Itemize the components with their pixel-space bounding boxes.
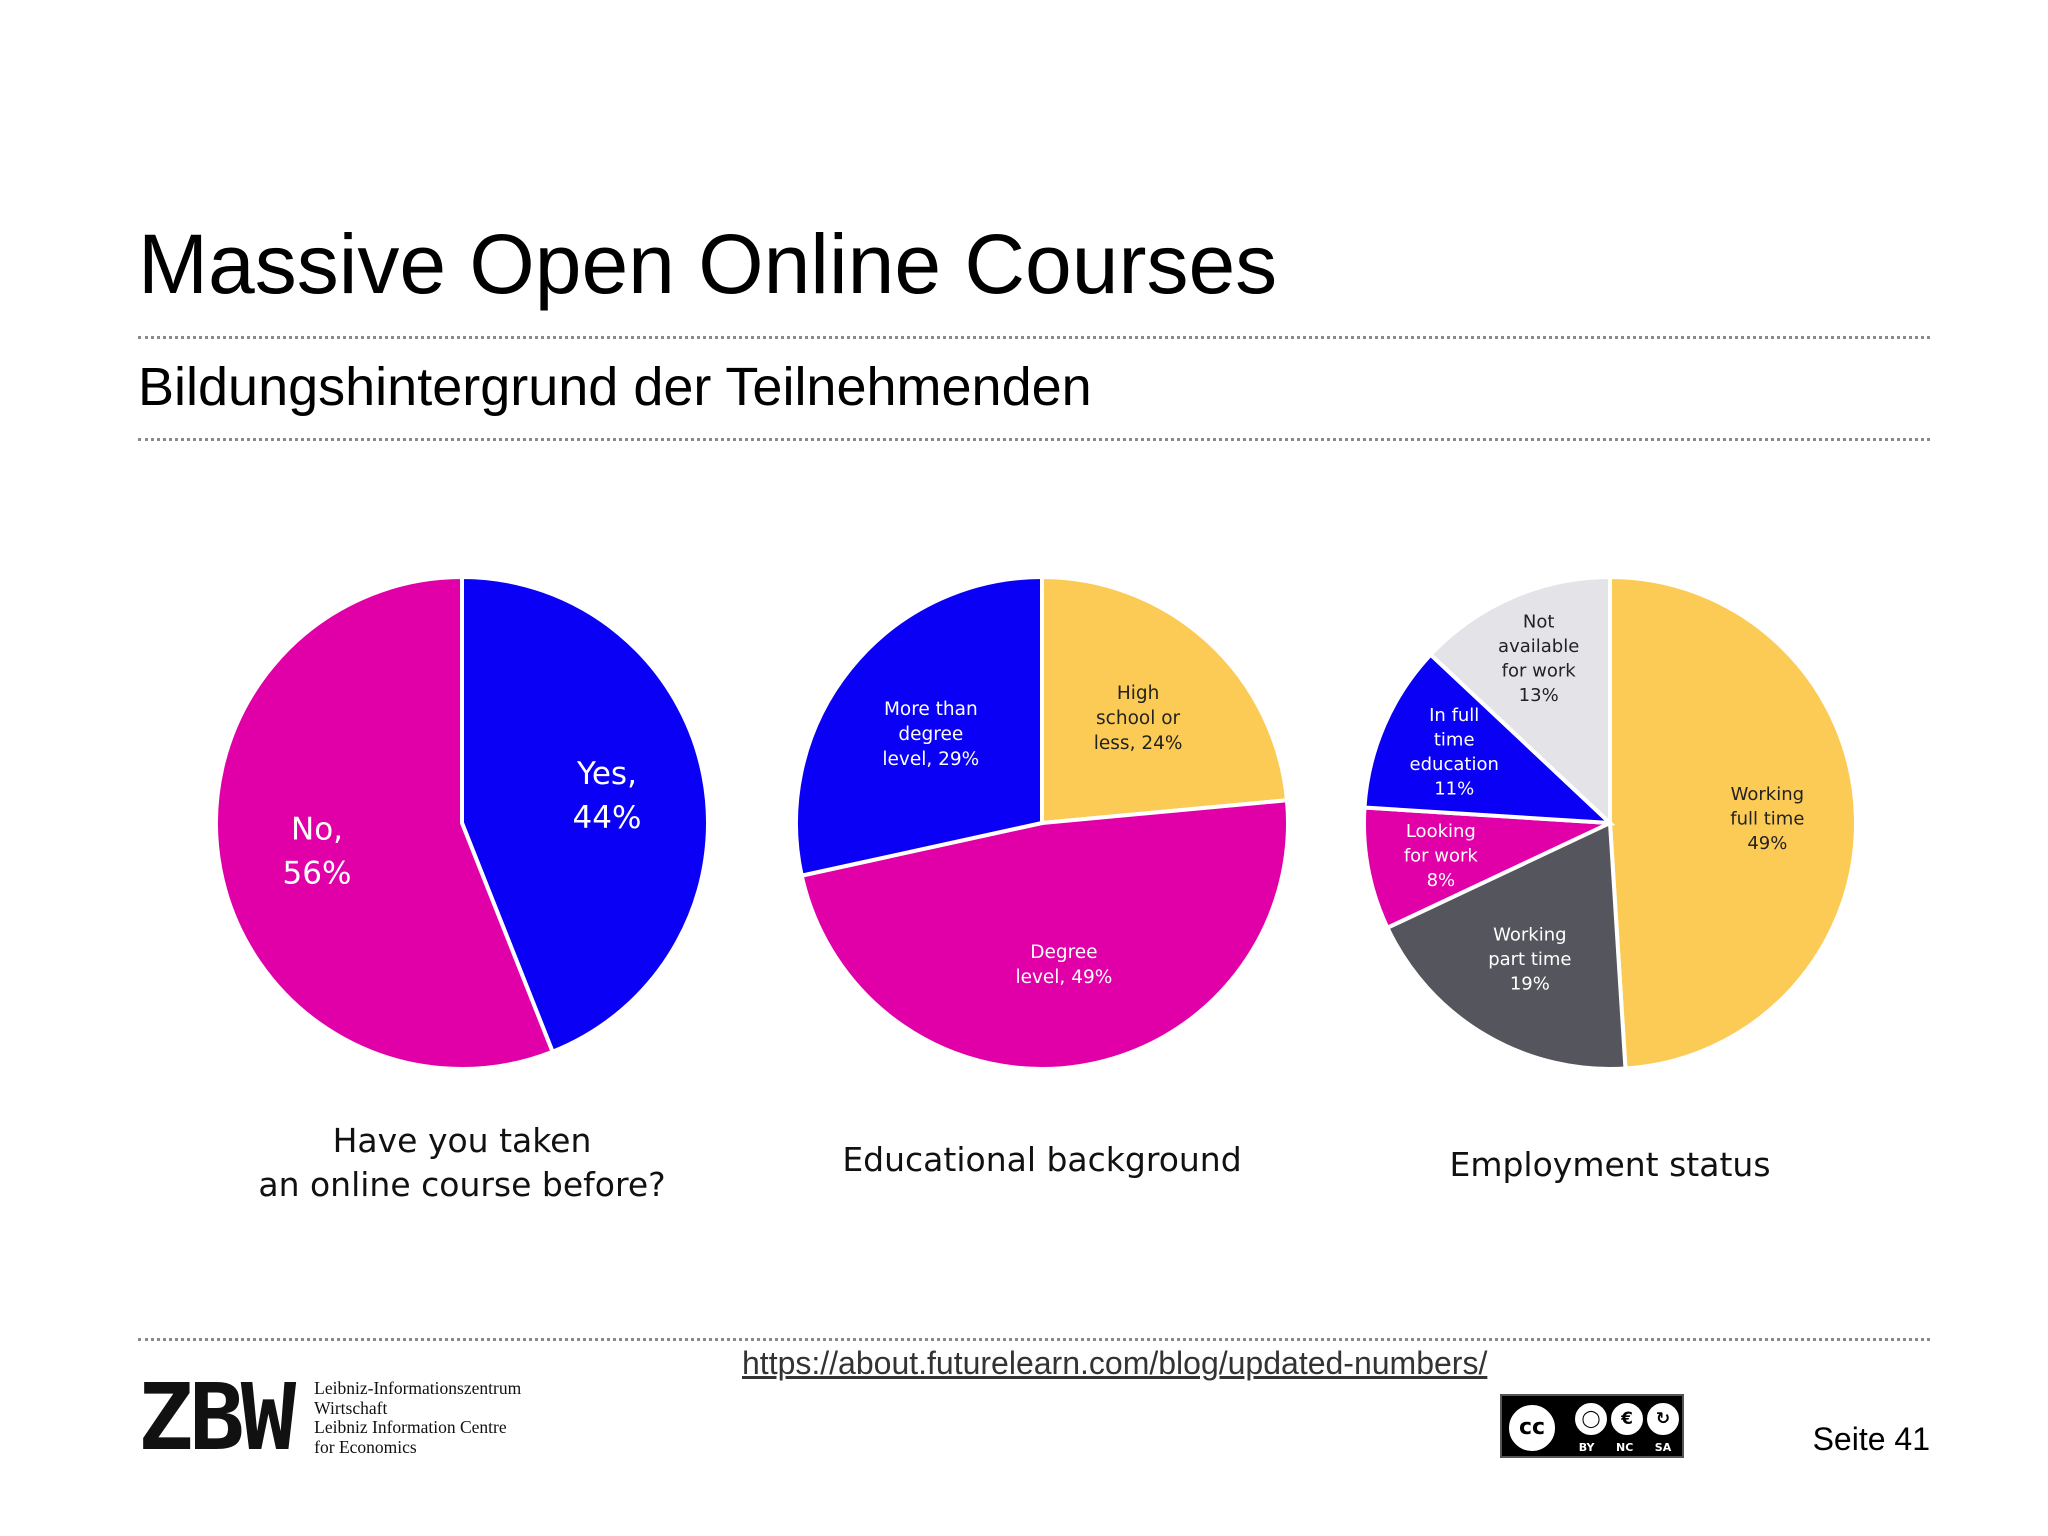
pie-slice: [213, 574, 556, 1071]
pie-slice-label-line: No,: [291, 812, 343, 848]
pie-slice: [1362, 805, 1611, 931]
slide-title: Massive Open Online Courses: [138, 217, 1278, 311]
chart-caption: Employment status: [1449, 1145, 1770, 1184]
logo-line: Wirtschaft: [314, 1397, 388, 1418]
pie-chart-3: Working full time 49% Working part time 19% Lo…: [1362, 574, 1858, 1184]
pie-slice-label-line: 11%: [1434, 779, 1474, 800]
pie-slice-label: Degree level, 49%: [1015, 942, 1112, 988]
pie-slice: [460, 574, 710, 1055]
pie-slice-label-line: time: [1434, 730, 1475, 751]
logo-line: Leibniz-Informationszentrum: [314, 1378, 522, 1398]
pie-slice-label-line: school or: [1096, 708, 1181, 729]
pie-slice-label: More than degree level, 29%: [882, 699, 979, 770]
pie-chart-1: Yes, 44% No, 56% Have you taken an online cou…: [213, 574, 710, 1204]
pie-slice-label: In full time education 11%: [1410, 705, 1499, 800]
pie-slice-label-line: level, 49%: [1015, 967, 1112, 988]
pie-slice-label-line: for work: [1502, 661, 1577, 682]
chart-caption: Have you taken an online course before?: [258, 1121, 665, 1204]
pie-slice-label-line: Degree: [1030, 942, 1097, 963]
sharealike-icon: ↻: [1644, 1400, 1682, 1438]
pie-slice-label-line: for work: [1404, 846, 1479, 867]
pie-slice-label: Working full time 49%: [1730, 784, 1804, 854]
zbw-logo-mark: ZBW: [138, 1364, 296, 1471]
pie-slice: [799, 798, 1290, 1071]
pie-slice-label-line: Looking: [1406, 821, 1476, 842]
pie-slice-label-line: More than: [884, 699, 978, 720]
logo-line: Leibniz Information Centre: [314, 1417, 507, 1437]
pie-slice-label-line: 13%: [1519, 685, 1559, 706]
license-tag: NC: [1616, 1441, 1634, 1454]
noncommercial-icon: €: [1608, 1400, 1646, 1438]
pie-slice: [1427, 574, 1612, 828]
pie-slice-label-line: In full: [1429, 705, 1479, 726]
zbw-logo: ZBW Leibniz-Informationszentrum Wirtscha…: [138, 1364, 522, 1471]
chart-caption-line: Have you taken: [333, 1121, 592, 1160]
pie-slice-label: Yes, 44%: [573, 756, 642, 836]
pie-slice-label-line: 49%: [1747, 833, 1787, 854]
license-tag: SA: [1654, 1441, 1672, 1454]
pie-slice-label-line: 56%: [283, 856, 352, 892]
cc-license-badge[interactable]: cc ◯ € ↻ BY NC SA: [1500, 1394, 1684, 1458]
chart-caption-line: an online course before?: [258, 1165, 665, 1204]
zbw-logo-text: Leibniz-Informationszentrum Wirtschaft L…: [314, 1378, 522, 1457]
pie-slice: [1384, 819, 1628, 1071]
pie-slice-label-line: 8%: [1427, 870, 1456, 891]
pie-slice: [1362, 651, 1616, 826]
pie-slice-label-line: High: [1117, 683, 1160, 704]
pie-slice-label-line: Not: [1523, 612, 1555, 633]
pie-slice-label-line: Working: [1731, 784, 1804, 805]
pie-slice: [1608, 574, 1858, 1071]
pie-slice: [794, 574, 1044, 879]
pie-chart-2: High school or less, 24% Degree level, 49% Mo…: [794, 574, 1290, 1179]
attribution-icon: ◯: [1572, 1400, 1610, 1438]
pie-slice-label-line: available: [1498, 636, 1579, 657]
pie-slice-label-line: less, 24%: [1094, 733, 1183, 754]
pie-slice-label-line: 44%: [573, 800, 642, 836]
pie-slice-label: Working part time 19%: [1488, 924, 1571, 994]
pie-slice-label: High school or less, 24%: [1094, 683, 1183, 754]
source-link[interactable]: https://about.futurelearn.com/blog/updat…: [742, 1345, 1488, 1381]
pie-slice-label-line: 19%: [1510, 973, 1550, 994]
title-divider: [138, 336, 1930, 339]
logo-line: for Economics: [314, 1436, 417, 1457]
chart-caption-line: Educational background: [842, 1140, 1241, 1179]
pie-slice-label-line: degree: [898, 724, 963, 745]
pie-slice-label-line: education: [1410, 754, 1499, 775]
chart-caption: Educational background: [842, 1140, 1241, 1179]
pie-slice-label-line: Working: [1493, 924, 1566, 945]
pie-charts: Yes, 44% No, 56% Have you taken an online cou…: [213, 574, 1858, 1204]
pie-slice-label-line: part time: [1488, 949, 1571, 970]
pie-slice: [1040, 574, 1290, 826]
chart-caption-line: Employment status: [1449, 1145, 1770, 1184]
pie-slice-label-line: level, 29%: [882, 749, 979, 770]
footer-divider: [138, 1338, 1930, 1341]
pie-slice-label-line: Yes,: [576, 756, 637, 792]
pie-slice-label: Looking for work 8%: [1404, 821, 1479, 891]
cc-icon: cc: [1506, 1402, 1558, 1454]
subtitle-divider: [138, 438, 1930, 441]
pie-slice-label: No, 56%: [283, 812, 352, 892]
license-tag: BY: [1578, 1441, 1595, 1454]
pie-slice-label-line: full time: [1730, 808, 1804, 829]
pie-slice-label: Not available for work 13%: [1498, 612, 1579, 707]
page-number: Seite 41: [1812, 1421, 1930, 1457]
slide-subtitle: Bildungshintergrund der Teilnehmenden: [138, 357, 1092, 417]
